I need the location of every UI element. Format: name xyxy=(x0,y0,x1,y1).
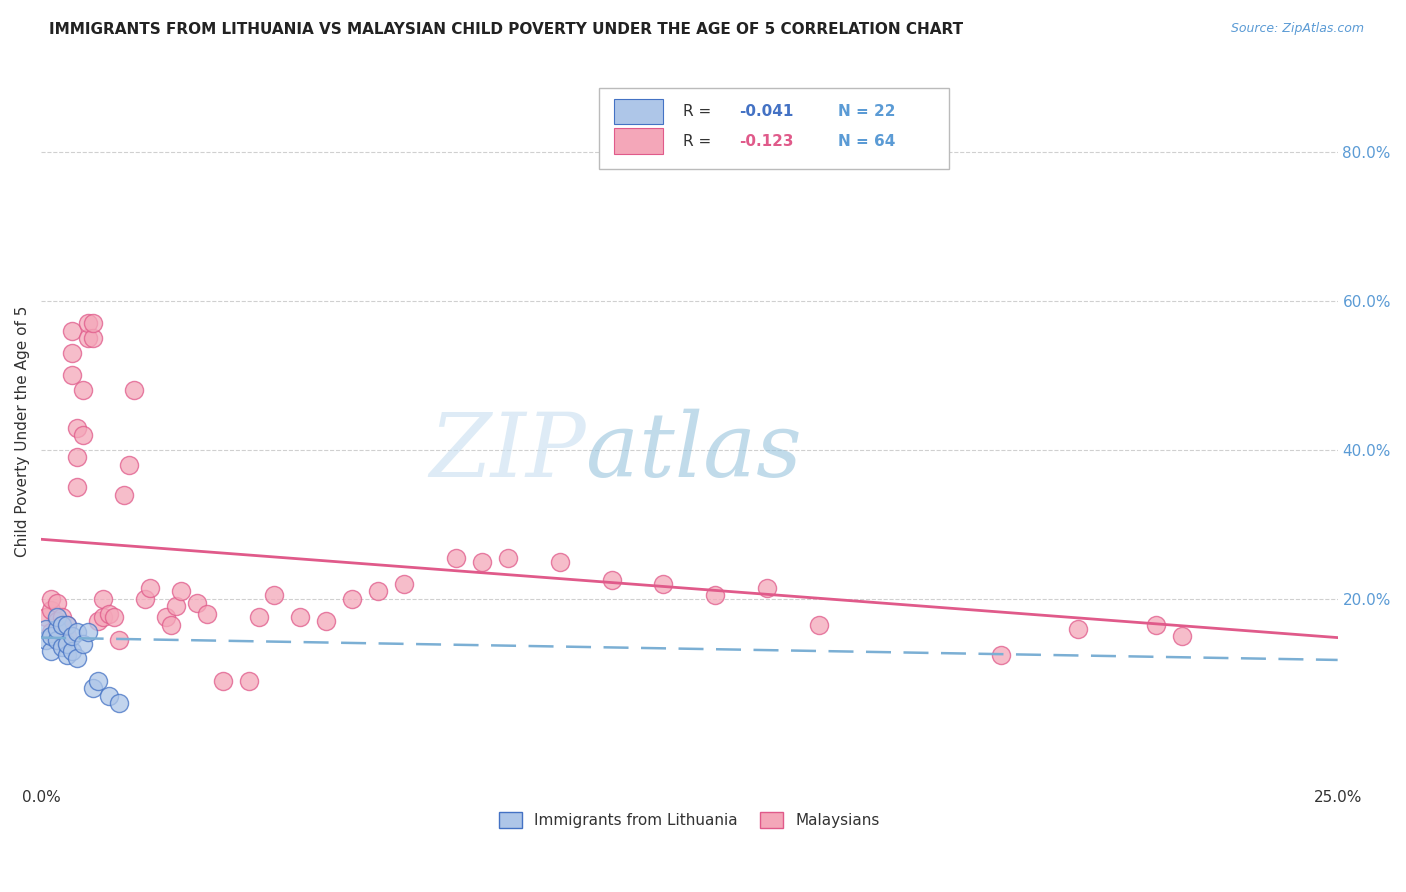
Point xyxy=(170,584,193,599)
Text: R =: R = xyxy=(683,103,716,119)
Point xyxy=(35,632,58,647)
Point xyxy=(139,581,162,595)
Point xyxy=(238,673,260,688)
Point xyxy=(471,555,494,569)
Point xyxy=(76,625,98,640)
Point xyxy=(82,316,104,330)
Point xyxy=(82,331,104,345)
Point xyxy=(41,644,63,658)
FancyBboxPatch shape xyxy=(614,99,664,124)
Point xyxy=(159,618,181,632)
Point xyxy=(66,480,89,494)
Point xyxy=(72,428,94,442)
Point xyxy=(45,632,67,647)
Point xyxy=(41,629,63,643)
Point xyxy=(247,610,270,624)
Legend: Immigrants from Lithuania, Malaysians: Immigrants from Lithuania, Malaysians xyxy=(492,805,886,834)
Point xyxy=(548,555,571,569)
Point xyxy=(87,673,110,688)
Point xyxy=(41,603,63,617)
Point xyxy=(60,644,83,658)
Point xyxy=(56,618,79,632)
Point xyxy=(1171,629,1194,643)
Point xyxy=(1144,618,1167,632)
Point xyxy=(97,689,120,703)
Point xyxy=(808,618,831,632)
Point xyxy=(45,614,67,628)
Point xyxy=(51,618,73,632)
Point xyxy=(315,614,337,628)
Point xyxy=(41,591,63,606)
Text: R =: R = xyxy=(683,134,716,149)
Point xyxy=(444,550,467,565)
Point xyxy=(93,610,115,624)
Point xyxy=(45,610,67,624)
Point xyxy=(35,622,58,636)
Text: ZIP: ZIP xyxy=(429,409,586,496)
Point xyxy=(1067,622,1090,636)
Point xyxy=(51,640,73,655)
Point xyxy=(195,607,218,621)
Point xyxy=(60,629,83,643)
Point xyxy=(45,632,67,647)
Point xyxy=(56,618,79,632)
Point xyxy=(72,384,94,398)
Text: atlas: atlas xyxy=(586,409,801,496)
Point xyxy=(76,331,98,345)
Point xyxy=(108,632,131,647)
Point xyxy=(51,610,73,624)
Point xyxy=(704,588,727,602)
Point xyxy=(108,696,131,710)
Point xyxy=(76,316,98,330)
Point xyxy=(56,629,79,643)
Point xyxy=(66,625,89,640)
Point xyxy=(118,458,141,472)
Text: N = 64: N = 64 xyxy=(838,134,896,149)
Point xyxy=(45,596,67,610)
FancyBboxPatch shape xyxy=(614,128,664,153)
Point xyxy=(60,346,83,360)
Point xyxy=(51,625,73,640)
Point xyxy=(87,614,110,628)
Point xyxy=(66,651,89,665)
Point xyxy=(990,648,1012,662)
Point xyxy=(35,610,58,624)
Point xyxy=(134,591,156,606)
Point xyxy=(652,577,675,591)
Point xyxy=(124,384,146,398)
Point xyxy=(97,607,120,621)
Point xyxy=(112,487,135,501)
FancyBboxPatch shape xyxy=(599,88,949,169)
Y-axis label: Child Poverty Under the Age of 5: Child Poverty Under the Age of 5 xyxy=(15,306,30,557)
Point xyxy=(56,648,79,662)
Point xyxy=(211,673,233,688)
Point xyxy=(290,610,312,624)
Point xyxy=(165,599,187,614)
Point xyxy=(155,610,177,624)
Text: Source: ZipAtlas.com: Source: ZipAtlas.com xyxy=(1230,22,1364,36)
Point xyxy=(66,420,89,434)
Point xyxy=(186,596,208,610)
Point xyxy=(60,324,83,338)
Text: -0.041: -0.041 xyxy=(738,103,793,119)
Point xyxy=(45,622,67,636)
Point xyxy=(56,636,79,650)
Point xyxy=(600,573,623,587)
Point xyxy=(367,584,389,599)
Point xyxy=(93,591,115,606)
Text: -0.123: -0.123 xyxy=(738,134,793,149)
Point xyxy=(263,588,285,602)
Point xyxy=(66,450,89,465)
Point xyxy=(60,368,83,383)
Text: N = 22: N = 22 xyxy=(838,103,896,119)
Point xyxy=(41,625,63,640)
Point xyxy=(103,610,125,624)
Point xyxy=(496,550,519,565)
Point xyxy=(342,591,364,606)
Point xyxy=(756,581,779,595)
Text: IMMIGRANTS FROM LITHUANIA VS MALAYSIAN CHILD POVERTY UNDER THE AGE OF 5 CORRELAT: IMMIGRANTS FROM LITHUANIA VS MALAYSIAN C… xyxy=(49,22,963,37)
Point xyxy=(82,681,104,696)
Point xyxy=(72,636,94,650)
Point xyxy=(392,577,415,591)
